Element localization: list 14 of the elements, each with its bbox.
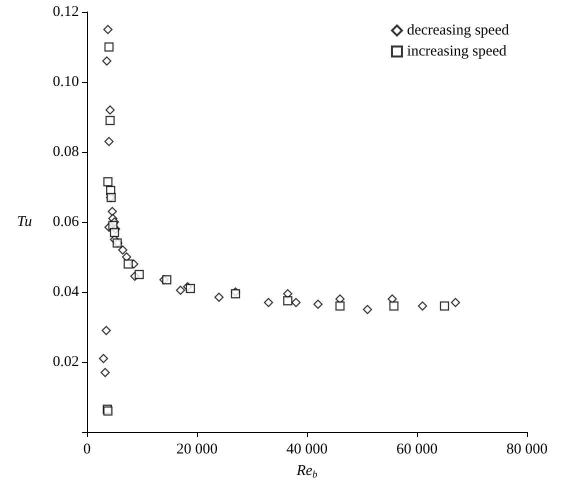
- y-tick-label: 0.04: [52, 284, 80, 300]
- x-tick-label: 20 000: [176, 442, 218, 458]
- x-tick-label: 40 000: [286, 442, 328, 458]
- legend-label: increasing speed: [406, 44, 508, 60]
- y-tick-label: 0.12: [52, 4, 79, 20]
- x-tick-label: 80 000: [506, 442, 548, 458]
- y-tick-label: 0.02: [52, 354, 79, 370]
- y-tick-label: 0.10: [52, 74, 79, 90]
- y-tick-label: 0.06: [52, 214, 80, 230]
- x-tick-label: 60 000: [396, 442, 438, 458]
- y-tick-label: 0.08: [52, 144, 79, 160]
- legend-label: decreasing speed: [406, 22, 510, 38]
- y-axis-title: Tu: [16, 214, 32, 230]
- x-tick-label: 0: [83, 442, 91, 458]
